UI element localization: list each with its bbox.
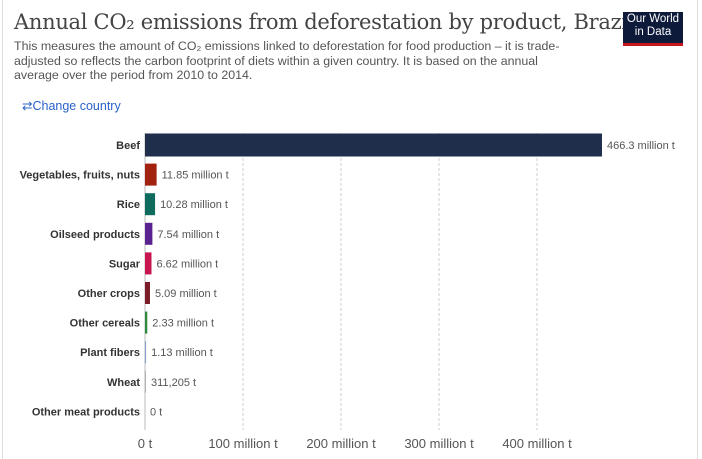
x-tick-label: 300 million t [404, 436, 474, 451]
category-label: Oilseed products [50, 229, 140, 241]
value-label: 1.13 million t [151, 347, 213, 359]
bar-sugar [145, 252, 152, 275]
bar-wheat [145, 370, 146, 393]
value-label: 5.09 million t [155, 288, 217, 300]
bar-oilseed-products [145, 222, 153, 245]
value-label: 10.28 million t [160, 199, 228, 211]
x-tick-label: 100 million t [208, 436, 278, 451]
chart-subtitle: This measures the amount of CO₂ emission… [14, 39, 560, 82]
category-label: Vegetables, fruits, nuts [20, 170, 140, 182]
bar-rice [145, 193, 156, 216]
category-label: Plant fibers [80, 347, 140, 359]
category-label: Rice [117, 199, 140, 211]
value-label: 2.33 million t [152, 318, 214, 330]
logo-text: Our World in Data [626, 13, 680, 38]
category-label: Other cereals [70, 318, 140, 330]
bar-other-cereals [145, 311, 148, 334]
category-label: Other crops [78, 288, 140, 300]
x-tick-label: 0 t [138, 436, 153, 451]
value-label: 0 t [150, 406, 162, 418]
x-tick-label: 400 million t [502, 436, 572, 451]
owid-logo[interactable]: Our World in Data [623, 12, 683, 46]
change-country-button[interactable]: ⇄Change country [22, 99, 121, 113]
value-label: 6.62 million t [156, 258, 218, 270]
category-label: Sugar [109, 258, 141, 270]
category-label: Beef [116, 140, 140, 152]
chart-title: Annual CO₂ emissions from deforestation … [14, 10, 635, 34]
bar-other-crops [145, 282, 150, 304]
value-label: 466.3 million t [607, 140, 675, 152]
x-tick-label: 200 million t [306, 436, 376, 451]
value-label: 11.85 million t [162, 170, 229, 182]
value-label: 7.54 million t [157, 229, 219, 241]
category-label: Wheat [107, 377, 140, 389]
bar-vegetables-fruits-nuts [145, 163, 157, 186]
bar-plant-fibers [145, 341, 147, 364]
value-label: 311,205 t [151, 377, 196, 389]
bar-beef [145, 133, 602, 157]
category-label: Other meat products [32, 406, 140, 418]
